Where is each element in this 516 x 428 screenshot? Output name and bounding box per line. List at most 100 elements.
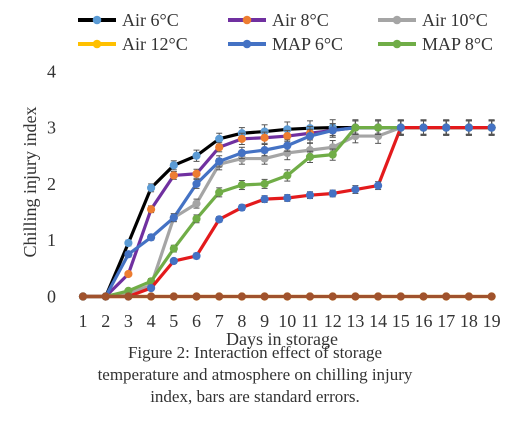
- y-tick-label: 0: [47, 287, 56, 307]
- data-point: [237, 203, 246, 212]
- x-axis-label: Days in storage: [226, 329, 338, 349]
- data-point: [260, 179, 269, 188]
- data-point: [374, 181, 383, 190]
- data-point: [464, 292, 473, 301]
- data-point: [215, 292, 224, 301]
- x-tick-label: 10: [278, 311, 296, 331]
- data-point: [305, 152, 315, 161]
- data-point: [215, 188, 224, 197]
- data-point: [169, 292, 178, 301]
- legend-label: Air 12°C: [122, 34, 188, 54]
- x-tick-label: 17: [437, 311, 455, 331]
- legend-label: Air 8°C: [272, 10, 329, 30]
- data-point: [305, 191, 315, 200]
- figure-caption: Figure 2: Interaction effect of storage …: [40, 342, 470, 408]
- data-point: [192, 169, 201, 178]
- legend-label: MAP 8°C: [422, 34, 493, 54]
- x-tick-label: 6: [192, 311, 201, 331]
- x-tick-label: 8: [237, 311, 246, 331]
- x-tick-label: 12: [324, 311, 342, 331]
- data-point: [192, 214, 201, 223]
- data-point: [305, 292, 315, 301]
- y-tick-label: 4: [47, 61, 56, 81]
- series-group: [78, 292, 496, 301]
- data-point: [215, 215, 224, 224]
- data-point: [328, 150, 337, 159]
- data-point: [396, 292, 405, 301]
- legend-swatch-marker: [92, 15, 102, 25]
- legend: Air 6°C Air 8°C Air 10°C Air 12°C MAP 6°C MAP…: [78, 10, 493, 54]
- x-tick-label: 1: [79, 311, 88, 331]
- data-point: [328, 126, 337, 135]
- data-point: [283, 141, 292, 150]
- data-point: [260, 146, 269, 155]
- data-point: [124, 238, 133, 248]
- data-point: [283, 193, 292, 203]
- data-point: [237, 148, 246, 158]
- data-point: [237, 134, 246, 143]
- x-tick-label: 14: [369, 311, 387, 331]
- data-point: [442, 292, 451, 301]
- data-point: [487, 292, 496, 301]
- data-point: [147, 183, 156, 192]
- data-point: [78, 292, 88, 301]
- data-point: [283, 292, 292, 301]
- data-point: [169, 171, 178, 180]
- data-point: [192, 151, 201, 160]
- data-point: [147, 283, 156, 293]
- legend-swatch-marker: [242, 39, 252, 49]
- legend-label: MAP 6°C: [272, 34, 343, 54]
- data-point: [260, 292, 269, 301]
- caption-line-2: temperature and atmosphere on chilling i…: [97, 365, 413, 384]
- legend-swatch-marker: [92, 39, 102, 49]
- data-point: [283, 171, 292, 180]
- x-tick-label: 2: [101, 311, 110, 331]
- data-point: [374, 123, 383, 132]
- data-point: [124, 269, 133, 279]
- x-tick-label: 16: [415, 311, 433, 331]
- data-point: [215, 157, 224, 166]
- data-point: [169, 161, 178, 170]
- caption-line-3: index, bars are standard errors.: [150, 387, 360, 406]
- legend-swatch-marker: [392, 39, 402, 49]
- data-point: [328, 189, 337, 198]
- x-tick-label: 13: [346, 311, 364, 331]
- data-point: [192, 199, 201, 208]
- data-point: [169, 213, 178, 222]
- data-point: [237, 292, 246, 301]
- data-point: [374, 292, 383, 301]
- caption-line-1: Figure 2: Interaction effect of storage: [127, 343, 383, 362]
- x-tick-label: 15: [392, 311, 410, 331]
- x-tick-label: 4: [147, 311, 156, 331]
- data-point: [464, 123, 473, 132]
- data-point: [419, 123, 428, 132]
- data-point: [351, 185, 360, 194]
- data-point: [147, 233, 156, 242]
- data-point: [260, 195, 269, 204]
- data-point: [124, 250, 133, 259]
- y-tick-label: 2: [47, 174, 56, 194]
- series-layer: [78, 119, 496, 301]
- x-tick-label: 19: [483, 311, 501, 331]
- data-point: [192, 179, 201, 188]
- data-point: [442, 123, 451, 132]
- x-tick-label: 3: [124, 311, 133, 331]
- data-point: [192, 292, 201, 301]
- data-point: [351, 292, 360, 301]
- data-point: [147, 292, 156, 301]
- data-point: [192, 251, 201, 261]
- data-point: [215, 143, 224, 152]
- data-point: [215, 134, 224, 143]
- data-point: [396, 123, 405, 132]
- data-point: [101, 292, 110, 301]
- data-point: [305, 131, 315, 141]
- y-tick-label: 1: [47, 230, 56, 250]
- legend-label: Air 6°C: [122, 10, 179, 30]
- x-tick-label: 11: [301, 311, 318, 331]
- x-tick-label: 7: [215, 311, 224, 331]
- legend-swatch-marker: [242, 15, 252, 25]
- data-point: [147, 205, 156, 214]
- data-point: [260, 133, 269, 142]
